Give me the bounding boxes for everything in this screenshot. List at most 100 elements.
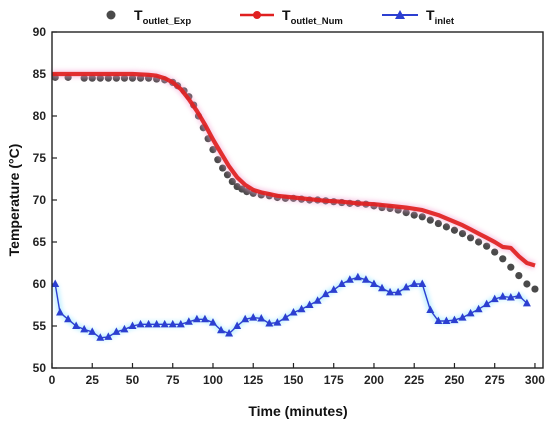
- inlet-point: [378, 283, 387, 292]
- y-tick-label: 55: [33, 319, 47, 333]
- inlet-point: [128, 321, 137, 329]
- inlet-point: [353, 272, 362, 281]
- inlet-point: [51, 279, 60, 287]
- legend-marker-inlet: [395, 10, 405, 19]
- inlet-point: [281, 313, 290, 321]
- inlet-point: [490, 294, 499, 303]
- inlet-point: [208, 318, 217, 326]
- x-tick-label: 250: [444, 373, 464, 387]
- inlet-point: [450, 315, 459, 324]
- inlet-point: [144, 319, 153, 328]
- x-tick-label: 150: [283, 373, 303, 387]
- x-tick-label: 125: [243, 373, 263, 387]
- inlet-point: [257, 313, 266, 322]
- inlet-point: [394, 287, 403, 296]
- x-tick-label: 300: [525, 373, 545, 387]
- inlet-point: [329, 285, 338, 293]
- outlet-exp-point: [466, 234, 475, 242]
- y-tick-label: 85: [33, 67, 47, 81]
- y-tick-label: 60: [33, 277, 47, 291]
- y-tick-label: 90: [33, 25, 47, 39]
- inlet-point: [434, 316, 443, 324]
- svg-text:Tinlet: Tinlet: [426, 7, 455, 27]
- outlet-exp-point: [442, 223, 451, 231]
- inlet-point: [56, 308, 65, 316]
- y-tick-label: 75: [33, 151, 47, 165]
- legend-label-num: T: [282, 7, 291, 23]
- x-tick-label: 75: [166, 373, 180, 387]
- outlet-exp-point: [434, 219, 442, 228]
- inlet-point: [96, 333, 105, 341]
- inlet-point: [361, 275, 370, 283]
- x-tick-label: 275: [485, 373, 505, 387]
- inlet-point: [88, 327, 97, 335]
- inlet-point: [136, 319, 145, 328]
- x-tick-label: 200: [364, 373, 384, 387]
- outlet-exp-point: [491, 248, 499, 256]
- inlet-point: [72, 321, 81, 329]
- legend-item-exp: Toutlet_Exp: [106, 7, 191, 27]
- y-tick-label: 70: [33, 193, 47, 207]
- inlet-point: [321, 289, 330, 298]
- inlet-point: [313, 296, 322, 304]
- svg-text:Toutlet_Exp: Toutlet_Exp: [134, 7, 191, 27]
- outlet-exp-point: [531, 285, 539, 293]
- legend-sublabel-exp: outlet_Exp: [143, 16, 192, 27]
- inlet-point: [474, 304, 483, 313]
- inlet-point: [297, 304, 306, 313]
- inlet-point: [466, 308, 475, 317]
- inlet-point: [233, 321, 242, 329]
- inlet-point: [265, 318, 274, 327]
- inlet-point: [217, 325, 226, 334]
- outlet-exp-point: [410, 211, 418, 219]
- inlet-point: [369, 279, 378, 287]
- inlet-point: [80, 324, 89, 333]
- y-axis-title: Temperature (°C): [6, 144, 22, 257]
- outlet-exp-point: [515, 272, 523, 280]
- outlet-exp-point: [426, 216, 434, 224]
- inlet-point: [120, 324, 129, 333]
- outlet-exp-point: [507, 263, 515, 271]
- inlet-point: [418, 279, 427, 287]
- inlet-point: [482, 299, 491, 308]
- outlet-exp-point: [418, 213, 426, 221]
- y-tick-label: 50: [33, 361, 47, 375]
- outlet-exp-point: [458, 230, 467, 238]
- x-tick-label: 175: [324, 373, 344, 387]
- inlet-point: [522, 298, 531, 307]
- inlet-point: [112, 327, 121, 335]
- legend-marker-exp: [106, 10, 116, 20]
- inlet-point: [514, 291, 523, 299]
- inlet-point: [402, 282, 411, 291]
- inlet-point: [176, 319, 185, 328]
- svg-text:Toutlet_Num: Toutlet_Num: [282, 7, 343, 27]
- inlet-point: [152, 319, 161, 328]
- y-tick-label: 80: [33, 109, 47, 123]
- inlet-point: [200, 314, 209, 323]
- ticks: 0 25 50 75 100 125 150 175 200 225 250 275 300 50 55 60…: [33, 25, 546, 387]
- series-layer: [51, 70, 539, 341]
- inlet-point: [506, 292, 515, 301]
- inlet-point: [168, 319, 177, 328]
- legend-item-num: Toutlet_Num: [240, 7, 343, 27]
- inlet-point: [386, 287, 395, 296]
- y-tick-label: 65: [33, 235, 47, 249]
- x-axis-title: Time (minutes): [248, 403, 347, 419]
- inlet-point: [192, 314, 201, 323]
- legend-label-inlet: T: [426, 7, 435, 23]
- outlet-exp-point: [499, 255, 507, 263]
- inlet-point: [225, 329, 234, 337]
- legend-sublabel-num: outlet_Num: [291, 16, 343, 27]
- x-tick-label: 0: [49, 373, 56, 387]
- x-tick-label: 100: [203, 373, 223, 387]
- inlet-point: [337, 279, 346, 287]
- plot-frame: [51, 31, 544, 369]
- inlet-point: [249, 313, 258, 321]
- inlet-point: [64, 314, 73, 323]
- inlet-point: [160, 319, 169, 328]
- outlet-exp-point: [475, 238, 483, 246]
- inlet-point: [273, 318, 282, 326]
- inlet-point: [498, 292, 507, 300]
- outlet-exp-point: [523, 280, 531, 288]
- legend: Toutlet_Exp Toutlet_Num Tinlet: [106, 7, 455, 27]
